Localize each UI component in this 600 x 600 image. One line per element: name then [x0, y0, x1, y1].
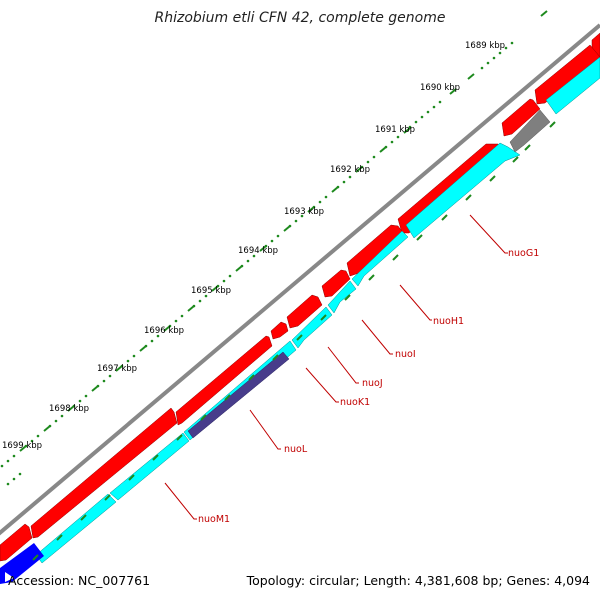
scale-label: 1690 kbp [420, 83, 460, 93]
gene-label-nuoH1: nuoH1 [433, 316, 464, 327]
reverse-cds [351, 230, 409, 287]
gene-label-nuoG1: nuoG1 [508, 248, 539, 259]
scale-label: 1694 kbp [238, 246, 278, 256]
gray-feature [509, 109, 551, 153]
forward-cds [175, 335, 273, 426]
genome-backbone [0, 23, 600, 536]
genome-summary-text: Topology: circular; Length: 4,381,608 bp… [246, 573, 590, 588]
scale-dots [0, 41, 514, 486]
forward-cds [501, 98, 541, 137]
highlight-feature [187, 351, 290, 439]
gene-labels: nuoG1 nuoH1 nuoI nuoJ nuoK1 nuoL nuoM1 [198, 248, 539, 525]
gene-label-nuoI: nuoI [395, 349, 416, 360]
forward-cds [286, 294, 323, 329]
scale-major-ticks [19, 10, 548, 452]
scale-label: 1696 kbp [144, 326, 184, 336]
scale-label: 1693 kbp [284, 207, 324, 217]
scale-label: 1697 kbp [97, 364, 137, 374]
scale-label: 1689 kbp [465, 41, 505, 51]
gene-label-nuoM1: nuoM1 [198, 514, 230, 525]
reverse-cds [291, 306, 333, 349]
scale-label: 1698 kbp [49, 404, 89, 414]
forward-cds [0, 523, 33, 562]
forward-cds [270, 321, 289, 340]
forward-cds [30, 407, 178, 539]
white-marker [5, 572, 14, 582]
scale-labels: 1689 kbp 1690 kbp 1691 kbp 1692 kbp 1693… [2, 41, 505, 451]
reverse-cds [405, 142, 521, 239]
accession-text: Accession: NC_007761 [8, 573, 151, 588]
gene-label-nuoK1: nuoK1 [340, 397, 370, 408]
reverse-cds [327, 280, 357, 314]
blue-feature [0, 543, 44, 584]
gene-label-nuoJ: nuoJ [362, 378, 383, 389]
map-title: Rhizobium etli CFN 42, complete genome [154, 10, 446, 26]
forward-cds [321, 269, 351, 298]
reverse-cds [35, 493, 117, 564]
scale-label: 1691 kbp [375, 125, 415, 135]
scale-label: 1699 kbp [2, 441, 42, 451]
gene-label-nuoL: nuoL [284, 444, 308, 455]
reverse-strand-features [35, 56, 600, 564]
scale-label: 1692 kbp [330, 165, 370, 175]
gene-leader-lines [164, 214, 508, 520]
forward-strand-features [0, 32, 600, 562]
inner-ticks [32, 121, 556, 561]
reverse-cds [109, 432, 190, 501]
scale-label: 1695 kbp [191, 286, 231, 296]
reverse-cds [545, 56, 600, 115]
